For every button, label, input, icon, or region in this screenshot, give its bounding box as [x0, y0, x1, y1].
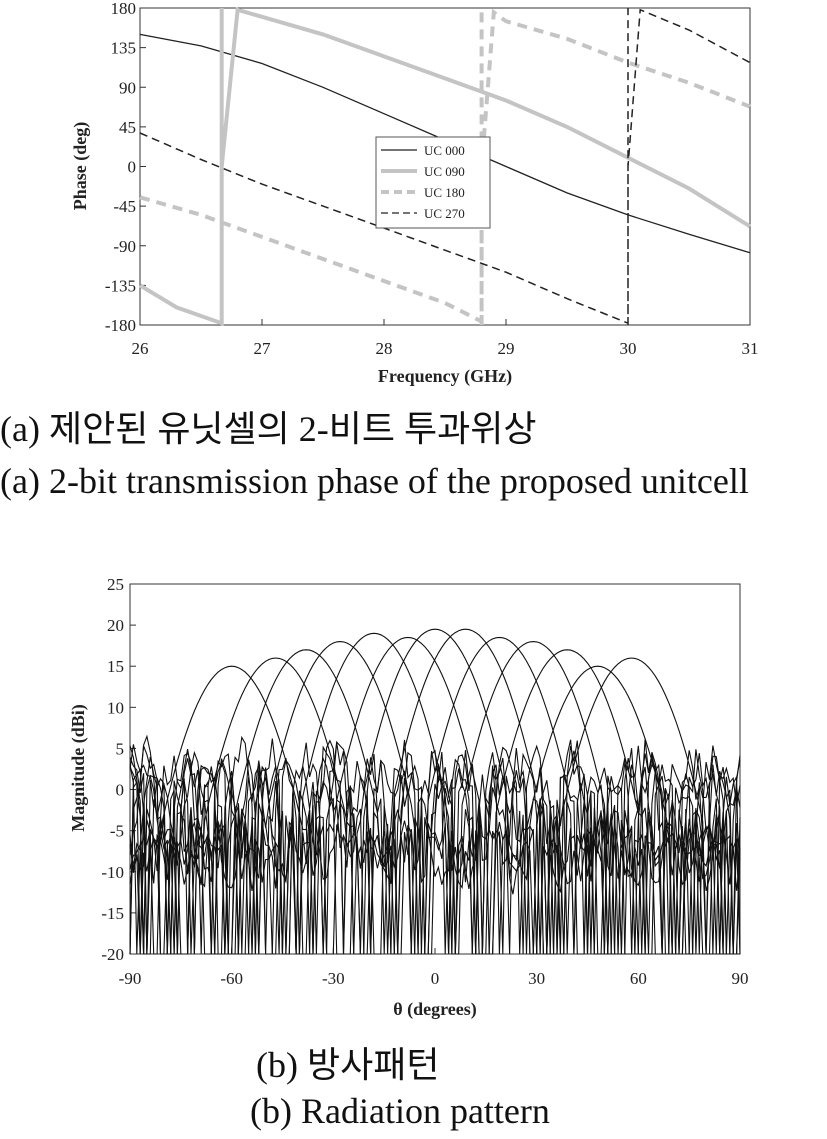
y-tick-label: 45 — [119, 118, 136, 137]
x-tick-label: 30 — [620, 339, 637, 358]
y-tick-label: 5 — [116, 739, 125, 758]
x-tick-label: 60 — [630, 969, 647, 988]
phase-chart-xlabel: Frequency (GHz) — [378, 366, 512, 387]
x-tick-label: -90 — [119, 969, 142, 988]
phase-chart-ylabel: Phase (deg) — [70, 122, 91, 211]
beam-pattern-line — [129, 649, 741, 955]
y-tick-label: 0 — [116, 781, 125, 800]
beam-pattern-line — [129, 636, 741, 955]
x-tick-label: 30 — [528, 969, 545, 988]
series-line-uc180 — [139, 8, 751, 325]
y-tick-label: 20 — [107, 616, 124, 635]
y-tick-label: 0 — [128, 158, 137, 177]
y-tick-label: 15 — [107, 657, 124, 676]
legend-label-uc000: UC 000 — [424, 143, 465, 158]
caption-b-korean: (b) 방사패턴 — [256, 1045, 440, 1085]
beam-pattern-line — [129, 665, 740, 955]
beam-pattern-line — [129, 641, 741, 955]
legend-label-uc270: UC 270 — [424, 206, 465, 221]
x-tick-label: 0 — [431, 969, 440, 988]
caption-a-english: (a) 2-bit transmission phase of the prop… — [0, 461, 749, 501]
beam-pattern-line — [129, 641, 741, 955]
radiation-chart-ylabel: Magnitude (dBi) — [68, 704, 89, 832]
y-tick-label: -45 — [113, 197, 136, 216]
x-tick-label: 26 — [132, 339, 149, 358]
x-tick-label: 31 — [742, 339, 759, 358]
phase-chart: 26 27 28 29 30 31 180 135 90 45 0 -45 -90 -135 -180 Fr… — [70, 0, 759, 387]
x-tick-label: 27 — [254, 339, 272, 358]
beam-pattern-line — [129, 636, 741, 955]
x-tick-label: -60 — [220, 969, 243, 988]
beam-pattern-line — [129, 657, 741, 955]
phase-chart-legend: UC 000 UC 090 UC 180 UC 270 — [375, 136, 491, 229]
series-line-uc090 — [138, 7, 752, 327]
x-tick-label: 28 — [376, 339, 393, 358]
y-tick-label: 10 — [107, 698, 124, 717]
y-tick-label: -180 — [105, 316, 136, 335]
radiation-chart: -90 -60 -30 0 30 60 90 25 20 15 10 5 0 -5 -10 -15 -20 θ … — [68, 575, 749, 1020]
y-tick-label: 135 — [111, 39, 137, 58]
y-tick-label: -90 — [113, 237, 136, 256]
caption-b-english: (b) Radiation pattern — [250, 1091, 550, 1131]
y-tick-label: -20 — [101, 945, 124, 964]
x-tick-label: -30 — [322, 969, 345, 988]
y-tick-label: -135 — [105, 276, 136, 295]
legend-label-uc180: UC 180 — [424, 185, 465, 200]
y-tick-label: 90 — [119, 78, 136, 97]
series-line-uc270 — [139, 8, 751, 325]
y-tick-label: 180 — [111, 0, 137, 18]
x-tick-label: 29 — [498, 339, 515, 358]
y-tick-label: -15 — [101, 904, 124, 923]
caption-a-korean: (a) 제안된 유닛셀의 2-비트 투과위상 — [0, 409, 537, 449]
y-tick-label: -10 — [101, 863, 124, 882]
y-tick-label: -5 — [110, 822, 124, 841]
radiation-chart-xlabel: θ (degrees) — [393, 999, 477, 1020]
y-tick-label: 25 — [107, 575, 124, 594]
x-tick-label: 90 — [732, 969, 749, 988]
legend-label-uc090: UC 090 — [424, 164, 465, 179]
